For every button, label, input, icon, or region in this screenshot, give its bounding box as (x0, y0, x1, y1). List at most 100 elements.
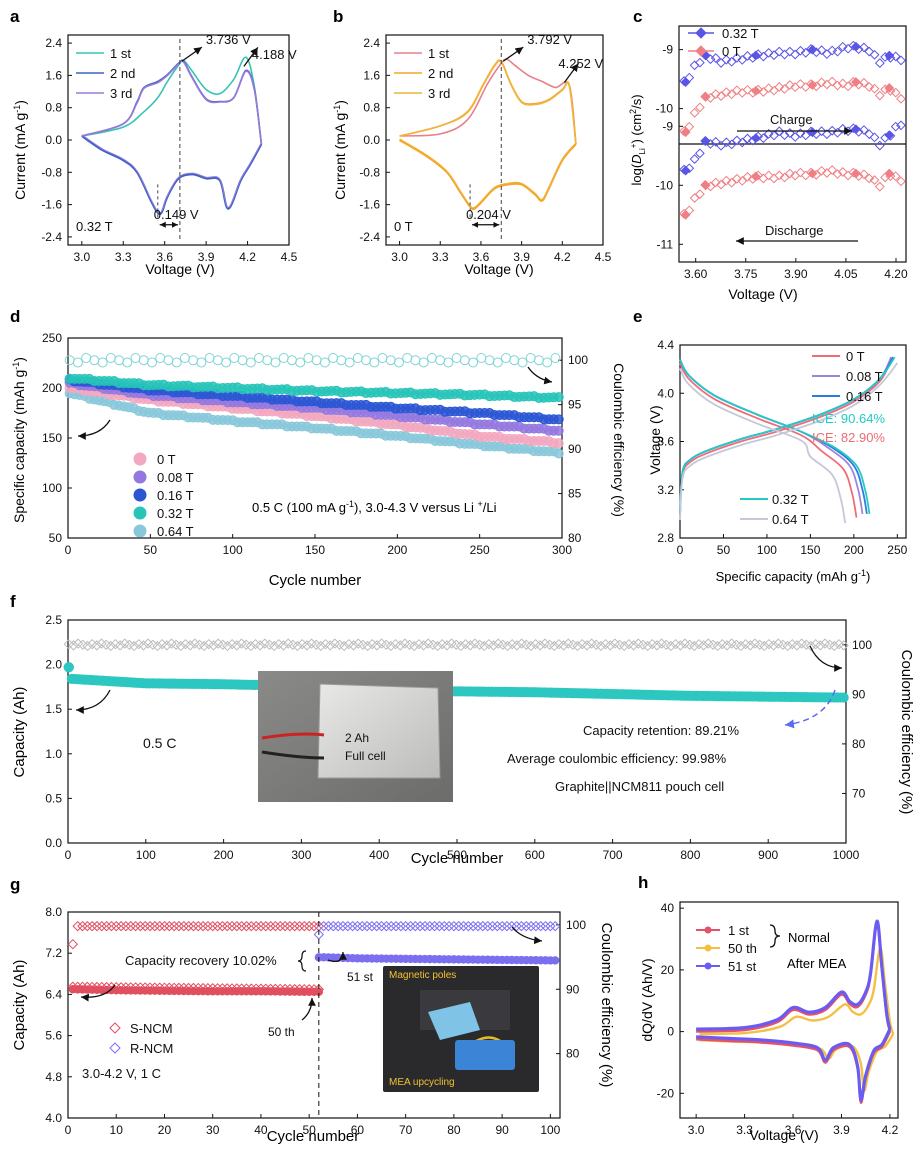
c-charge-0-marker (732, 85, 742, 96)
c-charge-label: Charge (770, 112, 813, 127)
f-ce-marker (712, 640, 723, 652)
a-gap-label: 0.149 V (154, 207, 199, 222)
g-s-ce-marker (226, 920, 238, 932)
g-r-ce-marker (501, 920, 513, 932)
f-ce-marker (777, 639, 789, 650)
g-x-ticklabel: 0 (65, 1123, 72, 1137)
g-s-ce-marker (111, 920, 122, 932)
d-ce-marker (525, 353, 536, 363)
c-discharge-032-filled (680, 165, 691, 176)
g-s-ce-marker (144, 920, 156, 932)
c-charge-0-marker (890, 87, 901, 98)
f-ce-marker (357, 639, 369, 650)
f-ce-marker (586, 638, 597, 649)
c-discharge-032-marker (784, 128, 795, 138)
d-legend-4-marker (133, 524, 147, 538)
f-ce-marker (82, 640, 93, 652)
f-ce-marker (180, 638, 191, 650)
a-legend-2-label: 3 rd (110, 86, 132, 101)
f-ce-marker (628, 640, 639, 651)
c-charge-0-marker (710, 89, 721, 99)
f-ce-marker (493, 638, 504, 649)
g-r-ce-marker (414, 920, 426, 932)
c-charge-032-marker (732, 52, 742, 63)
c-x-ticklabel: 3.75 (734, 267, 758, 281)
c-charge-032-filled (807, 44, 818, 55)
c-discharge-0-marker (758, 173, 769, 184)
c-charge-032-marker (721, 54, 732, 65)
c-charge-0-marker (716, 91, 726, 101)
g-r-ce-marker (405, 920, 416, 932)
d-ce-arrow (527, 366, 553, 385)
g-r-ce-marker (453, 920, 464, 932)
g-s-ce-marker (96, 920, 107, 932)
d-ce-marker (426, 353, 437, 363)
g-s-capacity-marker (314, 987, 324, 997)
g-s-ce-marker (246, 920, 257, 932)
c-x-ticklabel: 3.90 (784, 267, 808, 281)
c-legend-1-marker (695, 45, 707, 57)
d-x-ticklabel: 250 (470, 543, 490, 557)
c-charge-0-filled (750, 85, 761, 96)
g-s-ce-marker (202, 920, 214, 932)
g-s-ce-marker (159, 920, 170, 932)
a-x-ticklabel: 3.6 (156, 250, 173, 264)
c-charge-0-marker (726, 89, 737, 100)
f-ce-marker (609, 638, 621, 649)
d-ce-marker (492, 357, 503, 368)
f-ce-arrow (809, 645, 843, 672)
d-x-ticklabel: 0 (65, 543, 72, 557)
g-y-ticklabel: 8.0 (45, 905, 62, 919)
g-s-ce-marker (284, 920, 296, 932)
d-ce-marker (270, 357, 281, 368)
g-r-ce-marker (530, 920, 542, 932)
f-ce-marker (268, 640, 280, 652)
c-discharge-0-filled (807, 168, 818, 179)
c-discharge-032-marker (816, 126, 827, 137)
d-legend-1-marker (133, 470, 147, 484)
c-discharge-032-marker (800, 130, 811, 141)
c-charge-0-filled (807, 80, 818, 90)
f-ce-marker (829, 640, 840, 652)
g-r-ce-marker (463, 920, 474, 932)
c-discharge-0-marker (774, 170, 785, 181)
c-discharge-0-marker (769, 173, 779, 184)
a-peak2-arrow (243, 46, 259, 67)
c-discharge-0-marker (816, 165, 827, 176)
g-s-ce-marker (86, 920, 98, 932)
b-cv-curve-discharge (399, 139, 577, 211)
f-ce-marker (292, 640, 303, 652)
f-cell-label: Graphite||NCM811 pouch cell (555, 779, 724, 794)
d-ce-marker (105, 353, 116, 363)
f-ce-marker (226, 638, 238, 650)
c-discharge-032-marker (890, 121, 901, 132)
c-charge-032-filled (750, 50, 761, 61)
f-ce-marker (815, 640, 826, 651)
c-x-ticklabel: 3.60 (684, 267, 708, 281)
c-ytop-ticklabel: -10 (656, 102, 674, 116)
c-legend-0-label: 0.32 T (722, 26, 759, 41)
h-brace (769, 924, 781, 948)
c-discharge-0-filled (851, 168, 861, 179)
b-x-ticklabel: 3.6 (473, 250, 490, 264)
b-cv-curve-discharge-3rd (399, 138, 577, 209)
f-ce-marker (110, 638, 121, 650)
c-discharge-0-filled (750, 171, 761, 182)
h-y-ticklabel: 40 (661, 901, 675, 915)
f-ce-marker (114, 640, 126, 651)
panel-h-frame (679, 901, 899, 1119)
g-r-ce-marker (487, 920, 498, 932)
g-r-ce-marker (424, 920, 435, 932)
c-discharge-0-marker (784, 168, 795, 179)
f-ce-marker (334, 639, 345, 650)
f-ce-marker (362, 640, 373, 652)
f-ce-marker (824, 639, 835, 650)
a-peak1-arrow (181, 46, 203, 62)
d-y-ticklabel: 150 (42, 431, 62, 445)
g-s-ce-marker (275, 920, 286, 932)
c-discharge-0-marker (716, 179, 726, 190)
f-capacity-marker (838, 692, 849, 703)
e-charge-curve-3 (679, 356, 896, 514)
c-charge-0-marker (869, 83, 880, 94)
b-x-ticklabel: 3.0 (391, 250, 408, 264)
